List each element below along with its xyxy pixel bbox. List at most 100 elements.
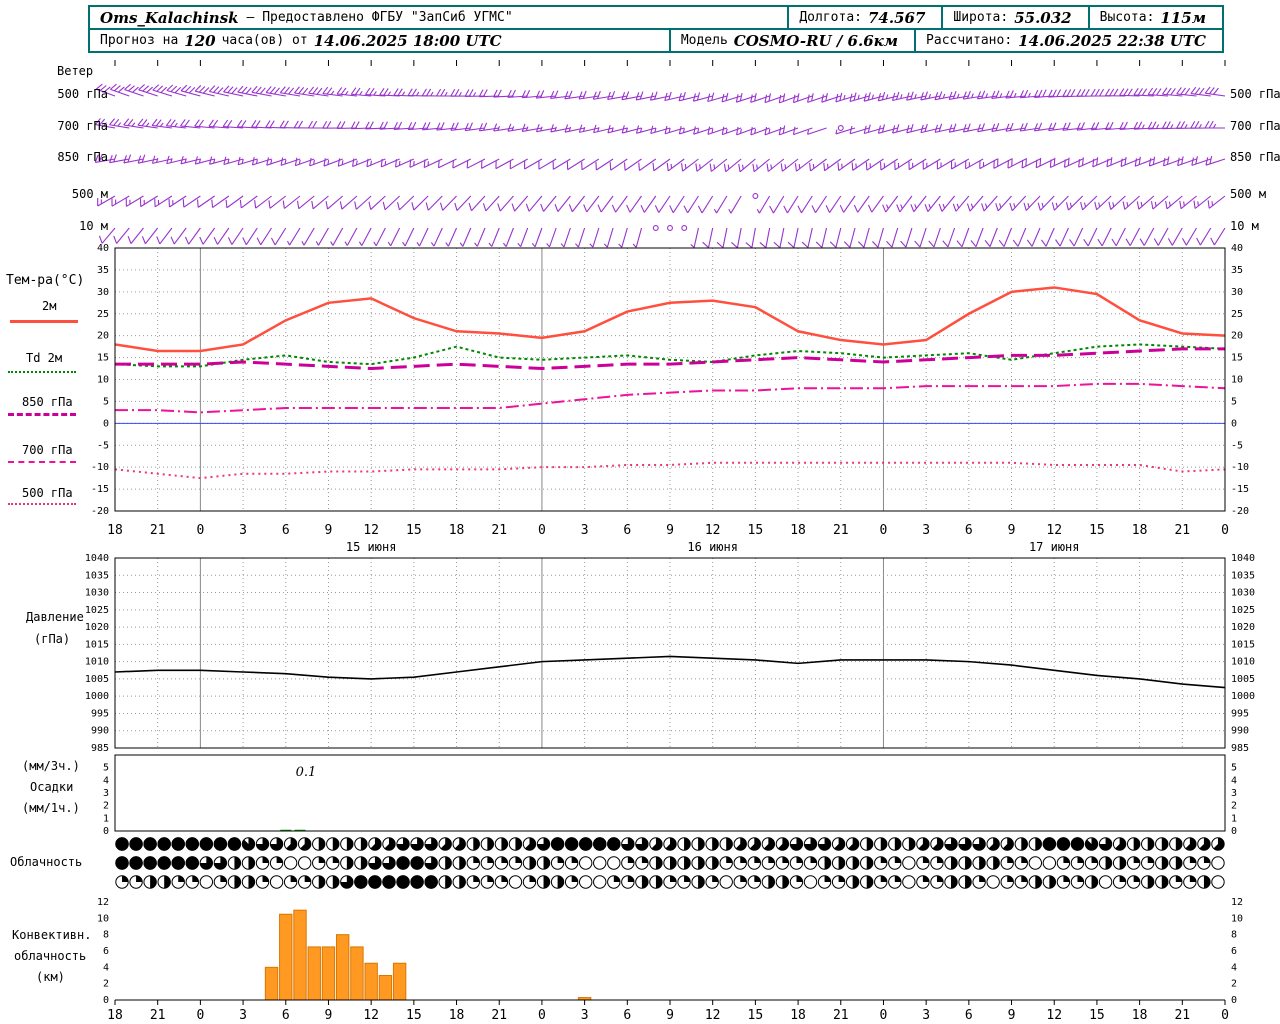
cloud-circle-fill: [651, 837, 663, 851]
wind-barb-feather: [857, 241, 865, 248]
wind-barb-half-feather: [497, 125, 501, 131]
wind-barb-half-feather: [488, 242, 493, 247]
wind-barb-feather: [839, 204, 845, 213]
bottom-time-tick-label: 0: [880, 1008, 888, 1023]
wind-barb-staff: [1054, 195, 1069, 211]
wind-barb-feather: [302, 87, 309, 95]
wind-barb-staff: [1119, 94, 1140, 97]
wind-barb-staff: [824, 158, 842, 172]
date-label: 16 июня: [687, 540, 738, 554]
cloud-circle-fill: [242, 837, 255, 851]
wind-barb-feather: [312, 120, 318, 129]
cloud-panel: [115, 837, 1225, 889]
cloud-circle-fill: [515, 856, 522, 863]
precip-tick-right: 0: [1231, 826, 1237, 837]
wind-barb-staff: [237, 91, 258, 97]
wind-barb-feather: [511, 203, 516, 212]
wind-barb-feather: [1009, 202, 1013, 211]
bottom-time-tick-label: 6: [623, 1008, 631, 1023]
wind-barb-feather: [851, 162, 854, 171]
wind-barb-feather: [94, 154, 99, 163]
wind-barb-staff: [908, 158, 927, 171]
wind-barb-feather: [208, 85, 216, 92]
wind-barb-feather: [1119, 121, 1124, 130]
wind-barb-feather: [296, 200, 300, 209]
wind-barb-feather: [369, 121, 374, 129]
calm-wind-icon: [681, 225, 688, 231]
wind-barb-staff: [730, 195, 742, 214]
cloud-circle-fill: [670, 856, 677, 870]
wind-barb-half-feather: [1112, 202, 1115, 207]
cloud-circle-fill: [1115, 837, 1126, 851]
wind-barb-half-feather: [315, 241, 319, 246]
wind-barb-feather: [308, 86, 315, 94]
wind-barb-staff: [1073, 227, 1084, 247]
wind-barb-feather: [237, 156, 241, 165]
wind-barb-feather: [956, 240, 963, 248]
wind-barb-staff: [624, 158, 642, 171]
wind-barb-feather: [1191, 157, 1194, 166]
wind-barb-feather: [886, 240, 893, 248]
wind-barb-feather: [1110, 157, 1113, 166]
wind-barb-staff: [578, 95, 599, 100]
cloud-circle-fill: [1119, 856, 1126, 870]
wind-barb-half-feather: [640, 127, 643, 133]
header-latitude-segment: Широта: 55.032: [941, 7, 1087, 28]
wind-barb-feather: [397, 88, 403, 96]
wind-barb-staff: [1082, 195, 1098, 211]
wind-barb-staff: [658, 195, 671, 213]
wind-barb-feather: [354, 201, 357, 210]
wind-barb-half-feather: [359, 90, 363, 96]
cloud-circle-fill: [1203, 875, 1211, 889]
wind-barb-half-feather: [1197, 201, 1199, 206]
wind-barb-feather: [180, 84, 188, 92]
wind-barb-staff: [977, 127, 998, 133]
cloud-circle-fill: [1213, 837, 1225, 851]
cloud-circle-fill: [712, 856, 719, 870]
cloud-circle-fill: [543, 875, 550, 889]
time-tick-label: 0: [196, 523, 204, 538]
wind-barb-half-feather: [985, 93, 989, 98]
wind-barb-feather: [180, 119, 186, 127]
cloud-circle-full: [115, 856, 129, 870]
cloud-circle: [719, 875, 733, 889]
cloud-circle-fill: [880, 875, 887, 882]
cloud-circle-full: [410, 875, 424, 889]
wind-barb-staff: [906, 95, 927, 101]
wind-barb-feather: [227, 237, 233, 245]
wind-barb-half-feather: [402, 241, 406, 247]
wind-barb-staff: [332, 227, 344, 246]
cloud-circle-fill: [979, 856, 986, 870]
wind-barb-staff: [821, 95, 841, 103]
wind-barb-staff: [650, 95, 671, 101]
wind-barb-staff: [524, 158, 543, 170]
wind-barb-half-feather: [117, 122, 122, 127]
wind-barb-feather: [1005, 123, 1010, 132]
wind-barb-staff: [298, 195, 315, 210]
wind-barb-feather: [113, 85, 121, 92]
wind-barb-feather: [745, 242, 753, 249]
wind-barb-feather: [1213, 87, 1219, 95]
wind-barb-feather: [1094, 88, 1100, 97]
wind-barb-feather: [468, 122, 473, 131]
wind-barb-feather: [197, 199, 199, 208]
pressure-tick-right: 990: [1231, 726, 1249, 737]
wind-barb-feather: [411, 121, 417, 130]
cloud-circle-fill: [473, 856, 480, 863]
cloud-circle-full: [424, 875, 438, 889]
wind-barb-feather: [962, 91, 967, 100]
wind-barb-feather: [540, 203, 544, 212]
station-name: Oms_Kalachinsk: [100, 8, 239, 27]
wind-barb-staff: [849, 227, 856, 248]
wind-barb-feather: [1165, 200, 1168, 209]
wind-barb-feather: [251, 85, 258, 93]
cloud-circle-fill: [1063, 875, 1070, 882]
wind-barb-staff: [520, 227, 529, 247]
forecast-start-time: 14.06.2025 18:00 UTC: [313, 31, 502, 50]
wind-barb-feather: [464, 122, 469, 131]
wind-barb-half-feather: [472, 92, 477, 97]
wind-barb-staff: [653, 158, 671, 172]
wind-barb-half-feather: [327, 160, 330, 165]
wind-barb-feather: [1023, 202, 1027, 211]
wind-barb-feather: [166, 155, 170, 164]
